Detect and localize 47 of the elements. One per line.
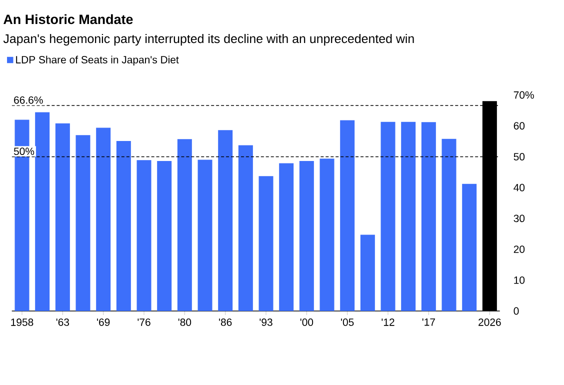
bar <box>258 176 274 311</box>
x-tick-label: '12 <box>382 318 394 326</box>
bar <box>380 122 396 311</box>
ref-line-label: 66.6% <box>14 96 43 104</box>
bar <box>96 128 111 311</box>
y-tick-label: 70% <box>514 91 534 99</box>
x-tick-label: '69 <box>97 318 110 326</box>
bar <box>136 160 152 311</box>
legend-label: LDP Share of Seats in Japan's Diet <box>16 56 179 66</box>
x-tick-label: 1958 <box>11 318 34 326</box>
x-tick-label: '76 <box>138 318 150 326</box>
ref-line-label: 50% <box>14 148 34 156</box>
bar <box>177 139 192 311</box>
x-tick-label: '17 <box>422 318 435 326</box>
bar <box>238 145 253 311</box>
x-tick-label: '00 <box>300 318 314 326</box>
x-tick-label: 2026 <box>478 318 501 326</box>
y-tick-label: 0 <box>514 307 519 315</box>
x-tick-label: '05 <box>341 318 354 326</box>
bar <box>218 130 233 311</box>
y-tick-label: 30 <box>514 214 525 222</box>
bar <box>360 234 375 311</box>
x-tick-label: '93 <box>260 318 272 326</box>
bar <box>198 160 212 311</box>
x-tick-label: '80 <box>178 318 192 326</box>
y-tick-label: 50 <box>514 153 525 160</box>
bar <box>442 138 456 311</box>
bar <box>76 135 90 311</box>
bar <box>279 163 294 311</box>
bar <box>320 158 334 311</box>
bar <box>401 122 416 311</box>
chart-subtitle: Japan's hegemonic party interrupted its decline with an unprecedented win <box>3 34 414 46</box>
bar <box>116 140 131 311</box>
bar <box>299 161 314 311</box>
bar <box>157 161 172 311</box>
y-tick-label: 20 <box>514 246 525 253</box>
bar <box>340 120 355 311</box>
bar <box>55 123 70 311</box>
bar <box>462 184 477 311</box>
chart-title: An Historic Mandate <box>4 14 133 24</box>
bar <box>35 112 50 311</box>
x-tick-label: '86 <box>219 318 232 326</box>
y-tick-label: 60 <box>514 122 525 130</box>
x-tick-label: '63 <box>56 318 70 326</box>
y-tick-label: 40 <box>514 184 525 192</box>
y-tick-label: 10 <box>514 276 525 284</box>
bar <box>421 122 436 311</box>
